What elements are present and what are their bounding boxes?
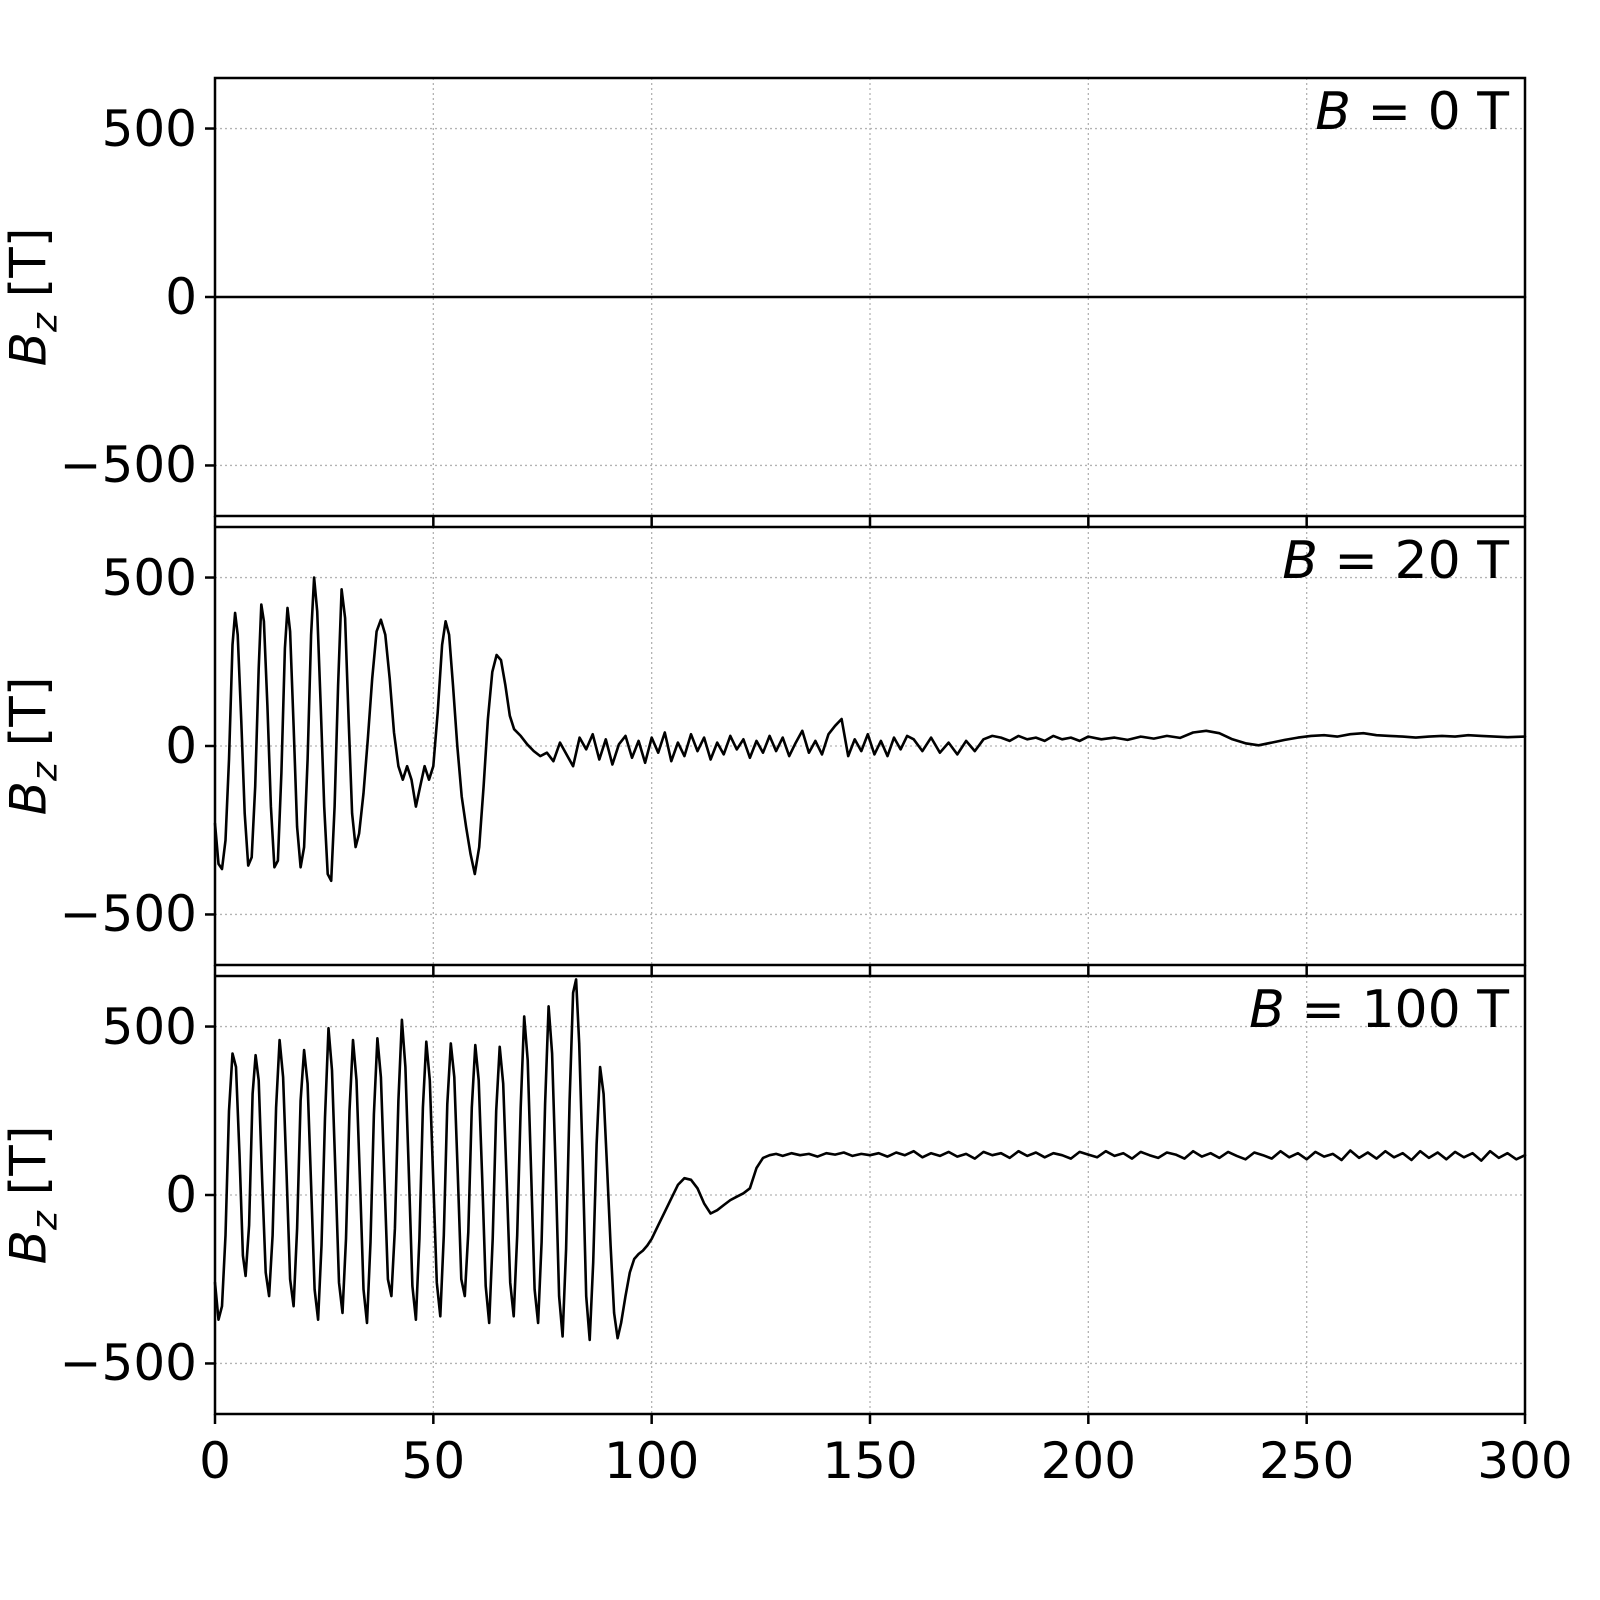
x-tick-label: 250 (1258, 1432, 1355, 1490)
y-axis-label-var: B (0, 781, 58, 816)
annotation-var: B (1249, 980, 1285, 1040)
y-axis-label-var: B (0, 332, 58, 367)
panel-b-20: Bz [T] B = 20 T 500 0 −500 (0, 525, 1527, 975)
axes-frame (213, 525, 1527, 967)
y-tick-label: 500 (101, 997, 197, 1056)
y-tick-label: 500 (101, 548, 197, 607)
x-tick-label: 200 (1040, 1432, 1137, 1490)
y-tick-label: −500 (59, 436, 197, 495)
y-tick-label: 0 (165, 717, 197, 775)
y-axis-label-wrap: Bz [T] (0, 78, 66, 516)
data-line (213, 978, 1527, 1342)
axes-frame (213, 76, 1527, 518)
panel-annotation: B = 20 T (1282, 531, 1509, 591)
y-tick-label: −500 (59, 1334, 197, 1393)
x-axis-ticks: 0 50 100 150 200 250 300 (199, 1428, 1573, 1498)
y-axis-label: Bz [T] (0, 1125, 66, 1265)
y-axis-label-sub: z (24, 1211, 66, 1231)
y-axis-label-wrap: Bz [T] (0, 527, 66, 965)
data-line (213, 576, 1527, 883)
y-axis-label: Bz [T] (0, 227, 66, 367)
annotation-rest: = 20 T (1317, 531, 1509, 591)
panel-b-100: Bz [T] B = 100 T 500 0 −500 (0, 974, 1527, 1424)
annotation-rest: = 0 T (1350, 82, 1510, 142)
axes-frame (213, 974, 1527, 1416)
y-axis-label-sub: z (24, 762, 66, 782)
y-axis-label-var: B (0, 1230, 58, 1265)
y-tick-label: 500 (101, 99, 197, 158)
x-tick-label: 100 (603, 1432, 700, 1490)
panel-annotation: B = 100 T (1249, 980, 1509, 1040)
y-axis-label-unit: [T] (0, 227, 58, 314)
plot-svg-b-0 (205, 76, 1527, 526)
plot-svg-b-20 (205, 525, 1527, 975)
annotation-var: B (1282, 531, 1318, 591)
x-tick-label: 300 (1477, 1432, 1573, 1490)
y-axis-label-wrap: Bz [T] (0, 976, 66, 1414)
x-tick-label: 0 (199, 1432, 231, 1490)
y-axis-label-sub: z (24, 313, 66, 333)
x-tick-label: 50 (401, 1432, 466, 1490)
plot-svg-b-100 (205, 974, 1527, 1424)
y-tick-label: −500 (59, 885, 197, 944)
y-axis-label: Bz [T] (0, 676, 66, 816)
x-tick-label: 150 (822, 1432, 918, 1490)
y-axis-label-unit: [T] (0, 676, 58, 763)
panel-annotation: B = 0 T (1315, 82, 1510, 142)
y-axis-label-unit: [T] (0, 1125, 58, 1212)
annotation-var: B (1315, 82, 1351, 142)
y-tick-label: 0 (165, 268, 197, 326)
panel-b-0: Bz [T] B = 0 T 500 0 −500 (0, 76, 1527, 526)
y-tick-label: 0 (165, 1166, 197, 1224)
annotation-rest: = 100 T (1284, 980, 1509, 1040)
